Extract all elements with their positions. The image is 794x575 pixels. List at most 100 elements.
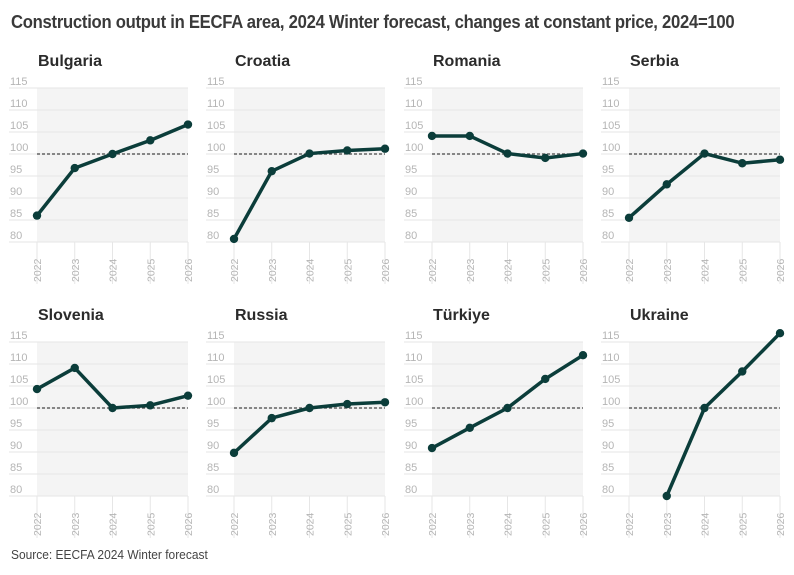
- panel-slovenia: Slovenia 80 85 90 95 100 105 110 115 2022 2023 2024…: [9, 307, 195, 538]
- y-tick-label: 100: [207, 142, 225, 154]
- data-point: [738, 159, 747, 168]
- x-tick-label: 2022: [427, 512, 439, 536]
- data-point: [541, 153, 550, 163]
- data-point: [662, 491, 671, 501]
- y-tick-label: 100: [207, 396, 225, 408]
- data-point: [229, 234, 239, 244]
- data-point: [343, 399, 352, 409]
- x-tick-label: 2025: [737, 258, 749, 282]
- x-tick-label: 2026: [578, 258, 590, 282]
- x-tick-label: 2025: [145, 258, 157, 282]
- plot-background: [629, 342, 780, 496]
- data-point: [32, 384, 42, 394]
- panel-title: Russia: [235, 307, 288, 324]
- y-tick-label: 105: [207, 374, 225, 386]
- series-line: [665, 331, 782, 497]
- x-tick-label: 2023: [465, 258, 477, 282]
- y-tick-label: 110: [602, 352, 620, 364]
- y-tick-label: 90: [10, 186, 22, 198]
- source-note: Source: EECFA 2024 Winter forecast: [11, 547, 208, 562]
- x-tick-label: 2025: [145, 512, 157, 536]
- y-tick-label: 105: [602, 374, 620, 386]
- panel-title: Türkiye: [433, 307, 490, 324]
- data-point: [305, 149, 314, 158]
- y-tick-label: 95: [602, 164, 614, 176]
- x-tick-label: 2026: [578, 512, 590, 536]
- data-point: [380, 144, 390, 153]
- data-point: [662, 180, 671, 189]
- panel-title: Ukraine: [630, 307, 689, 324]
- panel-serbia: Serbia 80 85 90 95 100 105 110 115 2022 2023 2024 20…: [601, 53, 787, 284]
- plot-background: [234, 88, 385, 242]
- y-tick-label: 115: [207, 330, 225, 342]
- data-point: [267, 166, 276, 176]
- y-tick-label: 90: [10, 440, 22, 452]
- data-point: [775, 329, 785, 338]
- y-tick-label: 90: [207, 440, 219, 452]
- data-point: [146, 136, 155, 145]
- y-tick-label: 85: [405, 462, 417, 474]
- y-tick-label: 110: [10, 352, 28, 364]
- y-tick-label: 85: [10, 462, 22, 474]
- y-tick-label: 100: [10, 142, 28, 154]
- y-tick-label: 110: [405, 98, 423, 110]
- x-tick-label: 2025: [342, 512, 354, 536]
- y-tick-label: 95: [207, 418, 219, 430]
- data-point: [465, 131, 474, 141]
- x-tick-label: 2026: [380, 512, 392, 536]
- data-point: [700, 403, 709, 413]
- y-tick-label: 80: [10, 484, 22, 496]
- panel-title: Slovenia: [38, 307, 104, 324]
- x-tick-label: 2025: [540, 512, 552, 536]
- data-point: [541, 374, 550, 384]
- y-tick-label: 115: [602, 330, 620, 342]
- data-point: [624, 213, 634, 222]
- plot-background: [432, 342, 583, 496]
- panel-title: Croatia: [235, 53, 290, 70]
- x-tick-label: 2024: [503, 258, 515, 282]
- y-tick-label: 85: [207, 208, 219, 220]
- data-point: [578, 351, 588, 360]
- panel-romania: Romania 80 85 90 95 100 105 110 115 2022 2023 2024 2…: [404, 53, 590, 284]
- y-tick-label: 110: [10, 98, 28, 110]
- x-tick-label: 2022: [32, 512, 44, 536]
- x-tick-label: 2026: [183, 258, 195, 282]
- data-point: [108, 403, 117, 413]
- y-tick-label: 115: [405, 330, 423, 342]
- y-tick-label: 100: [602, 142, 620, 154]
- y-tick-label: 115: [405, 76, 423, 88]
- y-tick-label: 85: [602, 208, 614, 220]
- panel-title: Bulgaria: [38, 53, 102, 70]
- y-tick-label: 80: [10, 230, 22, 242]
- data-point: [503, 149, 512, 158]
- x-tick-label: 2024: [305, 512, 317, 536]
- y-tick-label: 95: [207, 164, 219, 176]
- x-tick-label: 2026: [380, 258, 392, 282]
- chart-title: Construction output in EECFA area, 2024 …: [11, 11, 735, 32]
- data-point: [183, 391, 193, 400]
- y-tick-label: 110: [207, 98, 225, 110]
- panel-croatia: Croatia 80 85 90 95 100 105 110 115 2022 2023 2024 2…: [206, 53, 392, 284]
- data-point: [70, 163, 79, 173]
- x-tick-label: 2026: [183, 512, 195, 536]
- x-tick-label: 2023: [70, 512, 82, 536]
- x-tick-label: 2023: [662, 512, 674, 536]
- x-tick-label: 2024: [108, 258, 120, 282]
- data-point: [700, 149, 709, 158]
- x-tick-label: 2024: [108, 512, 120, 536]
- x-tick-label: 2022: [427, 258, 439, 282]
- data-point: [305, 403, 314, 413]
- plot-background: [37, 88, 188, 242]
- y-tick-label: 80: [602, 230, 614, 242]
- plot-background: [432, 88, 583, 242]
- y-tick-label: 80: [207, 484, 219, 496]
- y-tick-label: 105: [10, 374, 28, 386]
- x-tick-label: 2022: [229, 258, 241, 282]
- y-tick-label: 95: [602, 418, 614, 430]
- y-tick-label: 90: [602, 186, 614, 198]
- y-tick-label: 85: [10, 208, 22, 220]
- data-point: [427, 443, 437, 453]
- data-point: [32, 211, 42, 220]
- data-point: [738, 367, 747, 376]
